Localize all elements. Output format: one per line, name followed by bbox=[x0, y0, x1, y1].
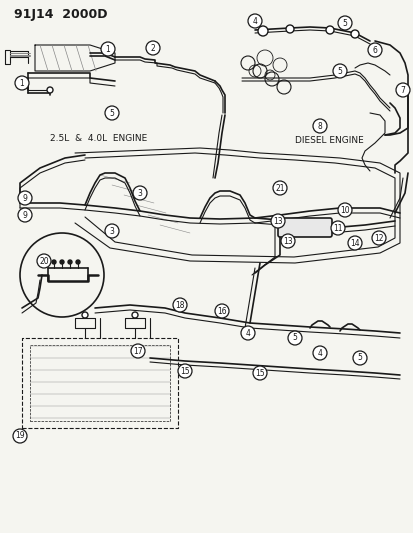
Circle shape bbox=[132, 312, 138, 318]
Text: 7: 7 bbox=[400, 85, 404, 94]
Circle shape bbox=[280, 234, 294, 248]
Circle shape bbox=[332, 64, 346, 78]
Circle shape bbox=[133, 186, 147, 200]
Circle shape bbox=[68, 260, 72, 264]
Text: 91J14  2000D: 91J14 2000D bbox=[14, 8, 107, 21]
Text: 13: 13 bbox=[282, 237, 292, 246]
Circle shape bbox=[247, 14, 261, 28]
Text: 12: 12 bbox=[373, 233, 383, 243]
Text: 8: 8 bbox=[317, 122, 322, 131]
Text: 5: 5 bbox=[357, 353, 361, 362]
Text: 5: 5 bbox=[342, 19, 347, 28]
Circle shape bbox=[272, 181, 286, 195]
Circle shape bbox=[18, 208, 32, 222]
Text: 4: 4 bbox=[252, 17, 257, 26]
Circle shape bbox=[52, 260, 56, 264]
Text: 1: 1 bbox=[19, 78, 24, 87]
Text: 2: 2 bbox=[150, 44, 155, 52]
Circle shape bbox=[347, 236, 361, 250]
Text: 3: 3 bbox=[137, 189, 142, 198]
Circle shape bbox=[60, 260, 64, 264]
Circle shape bbox=[214, 304, 228, 318]
Circle shape bbox=[82, 312, 88, 318]
Circle shape bbox=[287, 331, 301, 345]
Text: 2.5L  &  4.0L  ENGINE: 2.5L & 4.0L ENGINE bbox=[50, 133, 147, 142]
Circle shape bbox=[252, 366, 266, 380]
Circle shape bbox=[337, 16, 351, 30]
Text: 11: 11 bbox=[332, 223, 342, 232]
Text: 4: 4 bbox=[317, 349, 322, 358]
Text: 5: 5 bbox=[292, 334, 297, 343]
Circle shape bbox=[271, 214, 284, 228]
FancyBboxPatch shape bbox=[277, 218, 331, 237]
Text: 20: 20 bbox=[39, 256, 49, 265]
Circle shape bbox=[101, 42, 115, 56]
Text: 5: 5 bbox=[337, 67, 342, 76]
Circle shape bbox=[371, 231, 385, 245]
Circle shape bbox=[105, 224, 119, 238]
Text: DIESEL ENGINE: DIESEL ENGINE bbox=[294, 135, 363, 144]
Circle shape bbox=[240, 326, 254, 340]
Circle shape bbox=[352, 351, 366, 365]
Circle shape bbox=[330, 221, 344, 235]
Circle shape bbox=[257, 26, 267, 36]
Circle shape bbox=[47, 87, 53, 93]
Circle shape bbox=[76, 260, 80, 264]
Text: 1: 1 bbox=[105, 44, 110, 53]
Circle shape bbox=[146, 41, 159, 55]
Text: 5: 5 bbox=[109, 109, 114, 117]
Text: 14: 14 bbox=[349, 238, 359, 247]
Circle shape bbox=[312, 119, 326, 133]
Circle shape bbox=[367, 43, 381, 57]
Circle shape bbox=[13, 429, 27, 443]
Text: 4: 4 bbox=[245, 328, 250, 337]
Text: 21: 21 bbox=[275, 183, 284, 192]
Text: 10: 10 bbox=[339, 206, 349, 214]
Text: 19: 19 bbox=[15, 432, 25, 440]
Circle shape bbox=[312, 346, 326, 360]
Circle shape bbox=[350, 30, 358, 38]
Text: 18: 18 bbox=[175, 301, 184, 310]
Circle shape bbox=[173, 298, 187, 312]
Text: 15: 15 bbox=[254, 368, 264, 377]
Text: 17: 17 bbox=[133, 346, 142, 356]
Text: 9: 9 bbox=[22, 193, 27, 203]
Circle shape bbox=[178, 364, 192, 378]
Circle shape bbox=[325, 26, 333, 34]
Circle shape bbox=[395, 83, 409, 97]
Text: 13: 13 bbox=[273, 216, 282, 225]
Circle shape bbox=[37, 254, 51, 268]
Circle shape bbox=[15, 76, 29, 90]
Text: 6: 6 bbox=[372, 45, 377, 54]
Text: 9: 9 bbox=[22, 211, 27, 220]
Circle shape bbox=[105, 106, 119, 120]
Text: 3: 3 bbox=[109, 227, 114, 236]
Text: 16: 16 bbox=[217, 306, 226, 316]
Circle shape bbox=[337, 203, 351, 217]
Circle shape bbox=[285, 25, 293, 33]
Circle shape bbox=[131, 344, 145, 358]
Text: 15: 15 bbox=[180, 367, 189, 376]
Circle shape bbox=[18, 191, 32, 205]
